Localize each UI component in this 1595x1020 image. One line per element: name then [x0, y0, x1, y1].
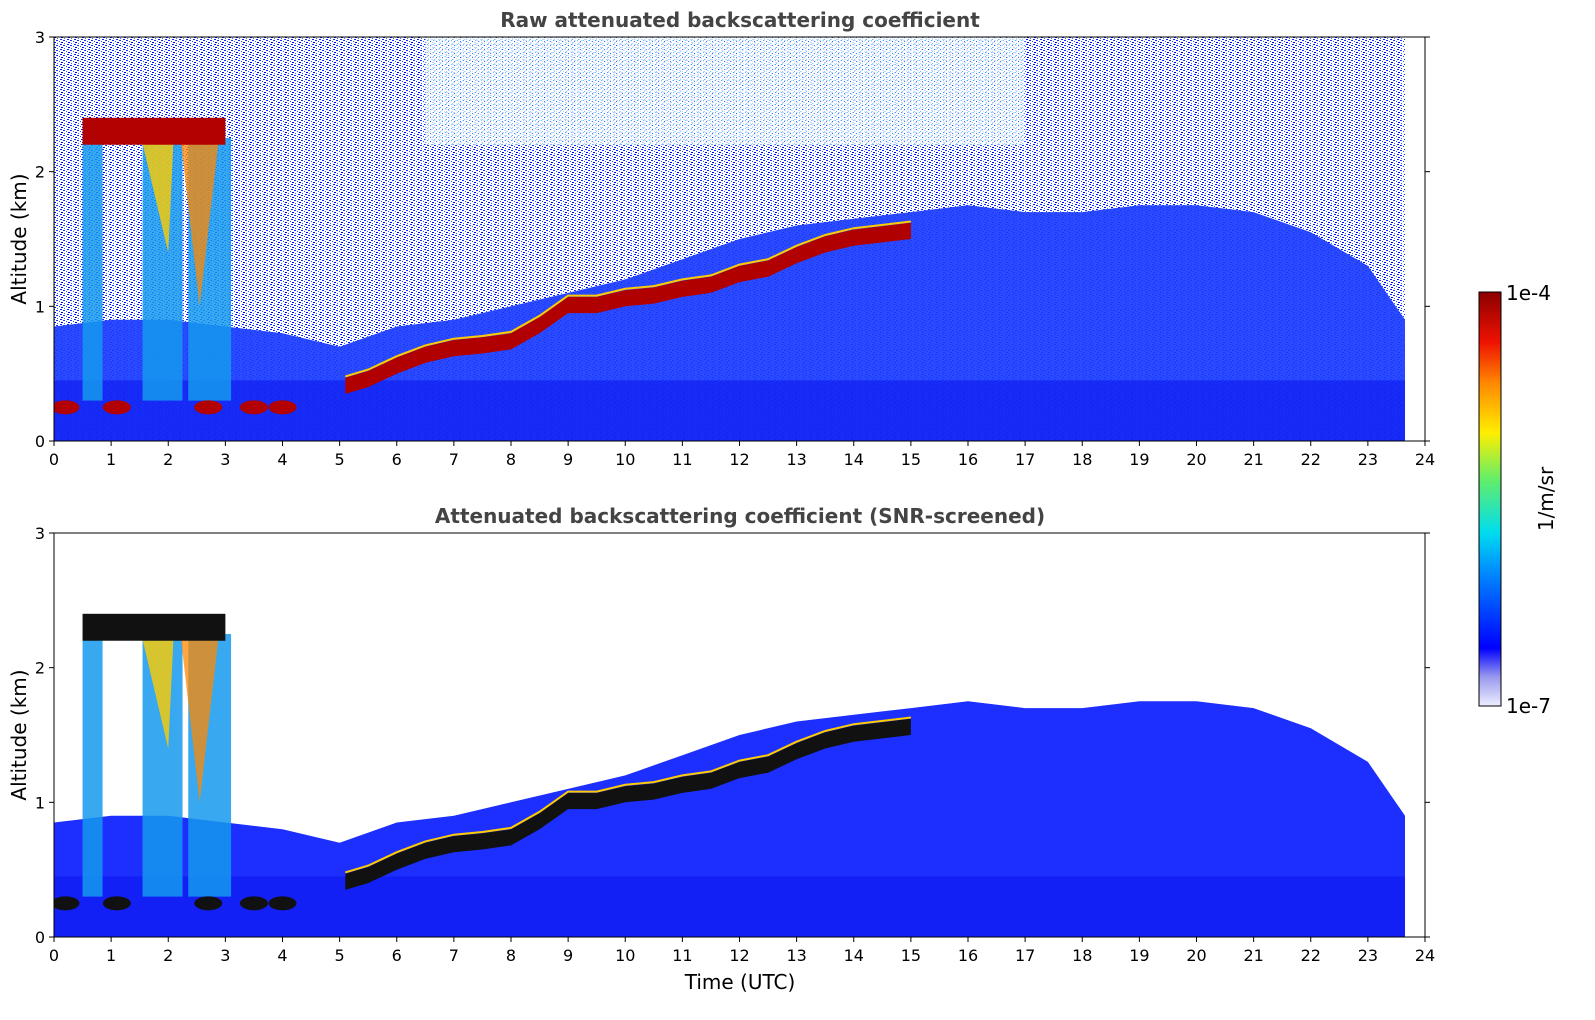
- panel-raw: 0 1 2 3 4 5 6 7 8 9 10 11 12 13 14 15 16 17 18 19 20 21 22 23 24…: [35, 28, 1435, 469]
- x-tick-label: 2: [163, 450, 173, 469]
- x-tick-label: 3: [220, 946, 230, 965]
- x-tick-label: 16: [958, 450, 978, 469]
- x-tick-label: 11: [672, 450, 692, 469]
- low-cloud: [54, 400, 80, 415]
- low-cloud: [102, 896, 131, 911]
- x-tick-label: 17: [1015, 946, 1035, 965]
- x-tick-label: 3: [220, 450, 230, 469]
- x-tick-label: 13: [786, 946, 806, 965]
- panel-snr-screened: 0 1 2 3 4 5 6 7 8 9 10 11 12 13 14 15 16 17 18 19 20 21 22 23 24…: [35, 524, 1435, 965]
- heatmap-field: [54, 613, 1406, 937]
- x-tick-label: 14: [844, 946, 864, 965]
- x-tick-label: 9: [563, 450, 573, 469]
- x-tick-label: 20: [1186, 450, 1206, 469]
- cloud-core: [179, 627, 220, 803]
- x-tick-label: 12: [729, 450, 749, 469]
- x-tick-label: 1: [106, 450, 116, 469]
- x-tick-label: 0: [49, 450, 59, 469]
- colorbar: 1e-4 1e-7 1/m/sr: [1478, 281, 1558, 718]
- cloud-core: [139, 131, 174, 253]
- low-cloud: [239, 896, 268, 911]
- x-tick-label: 9: [563, 946, 573, 965]
- x-tick-label: 4: [277, 946, 287, 965]
- cloud-column: [82, 634, 103, 897]
- colorbar-max-label: 1e-4: [1506, 281, 1551, 305]
- chart-title-top: Raw attenuated backscattering coefficien…: [500, 8, 980, 32]
- x-tick-label: 11: [672, 946, 692, 965]
- cloud-base-layer: [345, 222, 911, 394]
- y-tick-label: 0: [35, 928, 45, 947]
- x-tick-label: 18: [1072, 946, 1092, 965]
- low-cloud: [268, 896, 297, 911]
- x-tick-label: 16: [958, 946, 978, 965]
- x-tick-label: 20: [1186, 946, 1206, 965]
- x-tick-label: 21: [1243, 946, 1263, 965]
- x-tick-label: 1: [106, 946, 116, 965]
- x-tick-label: 24: [1415, 946, 1435, 965]
- x-tick-label: 23: [1358, 450, 1378, 469]
- heatmap-field: [54, 37, 1406, 441]
- x-tick-label: 0: [49, 946, 59, 965]
- y-tick-label: 3: [35, 28, 45, 47]
- low-cloud: [194, 400, 223, 415]
- x-tick-label: 15: [901, 946, 921, 965]
- x-tick-label: 2: [163, 946, 173, 965]
- y-tick-label: 0: [35, 432, 45, 451]
- colorbar-unit-label: 1/m/sr: [1534, 466, 1558, 531]
- x-tick-label: 10: [615, 946, 635, 965]
- cloud-base-layer: [345, 718, 911, 890]
- low-cloud: [54, 896, 80, 911]
- cloud-core: [139, 627, 174, 749]
- x-tick-label: 7: [449, 946, 459, 965]
- x-tick-label: 4: [277, 450, 287, 469]
- x-tick-label: 24: [1415, 450, 1435, 469]
- colorbar-gradient: [1478, 291, 1502, 707]
- cloud-core: [179, 131, 220, 307]
- x-tick-label: 5: [335, 450, 345, 469]
- low-cloud: [268, 400, 297, 415]
- cloud-base-edge: [345, 716, 912, 874]
- x-tick-label: 8: [506, 450, 516, 469]
- x-tick-label: 6: [392, 450, 402, 469]
- high-cloud-layer: [82, 613, 226, 641]
- upper-noise-field: [425, 37, 1026, 145]
- x-axis-label: Time (UTC): [684, 970, 796, 994]
- x-tick-label: 5: [335, 946, 345, 965]
- x-tick-label: 14: [844, 450, 864, 469]
- x-tick-label: 19: [1129, 450, 1149, 469]
- y-tick-label: 1: [35, 793, 45, 812]
- x-tick-label: 22: [1301, 450, 1321, 469]
- x-tick-label: 7: [449, 450, 459, 469]
- x-tick-label: 10: [615, 450, 635, 469]
- x-tick-label: 21: [1243, 450, 1263, 469]
- x-tick-label: 8: [506, 946, 516, 965]
- x-tick-label: 12: [729, 946, 749, 965]
- chart-title-bottom: Attenuated backscattering coefficient (S…: [435, 504, 1045, 528]
- y-tick-label: 1: [35, 297, 45, 316]
- y-tick-label: 2: [35, 163, 45, 182]
- colorbar-min-label: 1e-7: [1506, 694, 1551, 718]
- cloud-column: [82, 138, 103, 401]
- low-cloud: [239, 400, 268, 415]
- low-cloud: [102, 400, 131, 415]
- x-tick-label: 23: [1358, 946, 1378, 965]
- y-tick-label: 2: [35, 659, 45, 678]
- x-tick-label: 22: [1301, 946, 1321, 965]
- x-tick-label: 19: [1129, 946, 1149, 965]
- high-cloud-layer: [82, 117, 226, 145]
- x-tick-label: 13: [786, 450, 806, 469]
- x-tick-label: 17: [1015, 450, 1035, 469]
- y-axis-label-top: Altitude (km): [7, 173, 31, 304]
- x-tick-label: 15: [901, 450, 921, 469]
- x-tick-label: 6: [392, 946, 402, 965]
- low-cloud: [194, 896, 223, 911]
- x-tick-label: 18: [1072, 450, 1092, 469]
- cloud-base-edge: [345, 220, 912, 378]
- y-axis-label-bottom: Altitude (km): [7, 669, 31, 800]
- y-tick-label: 3: [35, 524, 45, 543]
